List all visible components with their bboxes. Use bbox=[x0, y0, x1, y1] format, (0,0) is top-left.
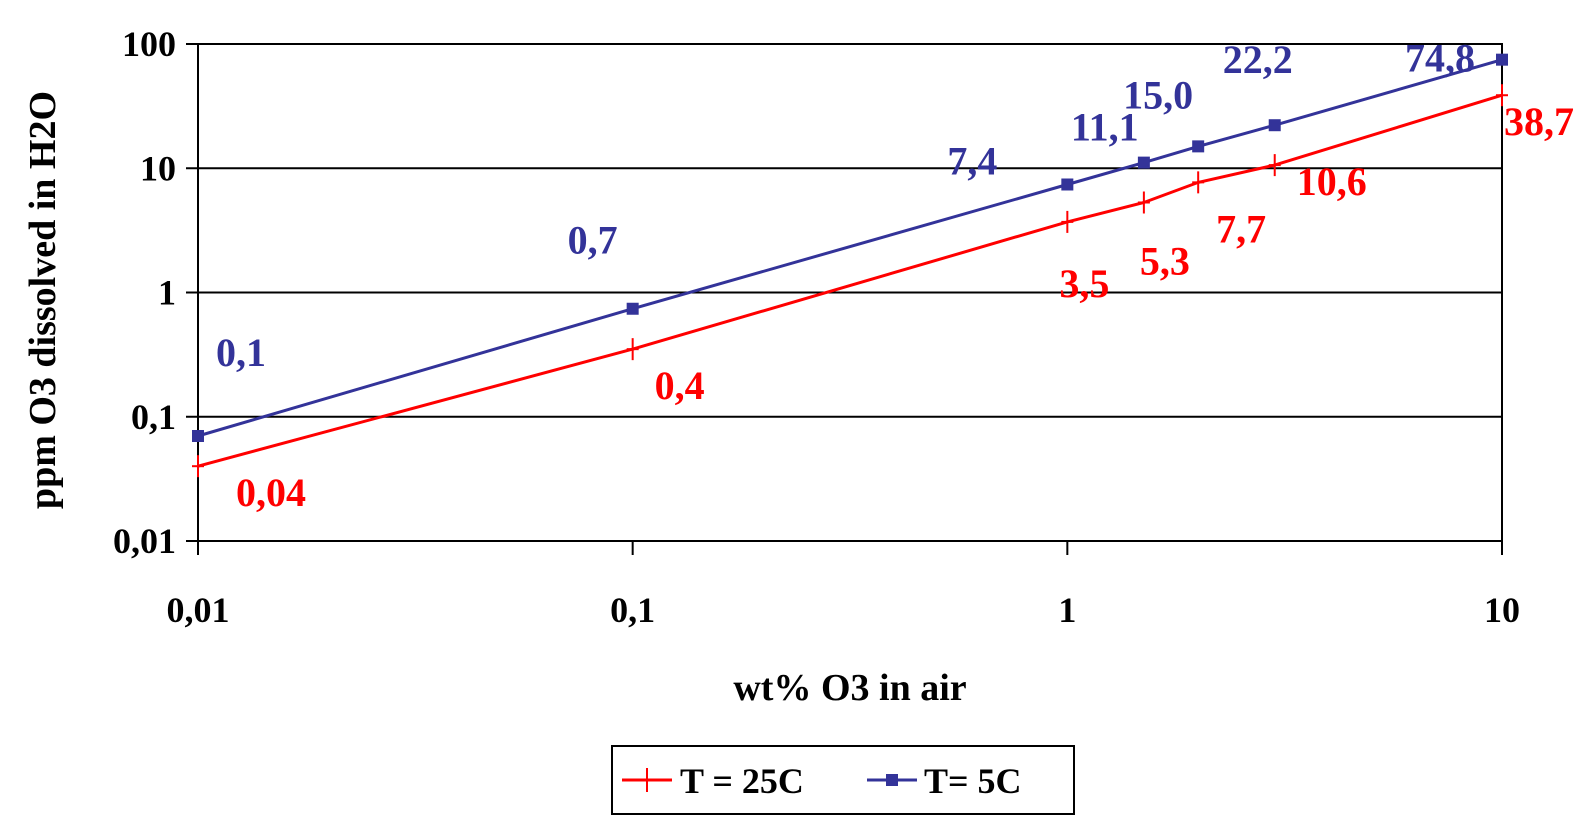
y-tick-label-1: 0,1 bbox=[131, 397, 176, 437]
x-axis-title: wt% O3 in air bbox=[733, 667, 966, 709]
series-0-point-0 bbox=[192, 455, 204, 478]
series-group bbox=[192, 53, 1508, 478]
series-1-point-3 bbox=[1137, 156, 1150, 169]
series-0-point-4 bbox=[1192, 171, 1205, 194]
data-label-s1-p1: 0,7 bbox=[568, 218, 618, 263]
legend-label-25c: T = 25C bbox=[680, 761, 804, 801]
x-tick-label-2: 1 bbox=[1058, 590, 1076, 630]
y-axis-title: ppm O3 dissolved in H2O bbox=[22, 91, 64, 509]
y-tick-label-3: 10 bbox=[140, 148, 176, 188]
series-1-point-5 bbox=[1268, 119, 1281, 132]
series-0-point-6 bbox=[1496, 84, 1508, 107]
data-label-s0-p1: 0,4 bbox=[655, 363, 705, 408]
grid-lines bbox=[198, 43, 1502, 542]
data-label-s1-p4: 15,0 bbox=[1123, 72, 1193, 117]
series-0-point-3 bbox=[1137, 191, 1150, 214]
series-line-0 bbox=[197, 93, 1503, 468]
data-label-s0-p3: 5,3 bbox=[1140, 239, 1190, 284]
series-1-point-1 bbox=[626, 302, 639, 315]
data-label-s0-p2: 3,5 bbox=[1059, 261, 1109, 306]
x-axis: 0,01 0,1 1 10 bbox=[167, 541, 1520, 630]
data-labels: 0,04 0,4 3,5 5,3 7,7 10,6 38,7 0,1 0,7 7,4 11,115,… bbox=[216, 36, 1574, 516]
data-label-s0-p6: 38,7 bbox=[1504, 99, 1574, 144]
data-label-s1-p0: 0,1 bbox=[216, 330, 266, 375]
series-1-point-0 bbox=[192, 429, 204, 442]
x-tick-label-1: 0,1 bbox=[610, 590, 655, 630]
data-label-s0-p4: 7,7 bbox=[1216, 206, 1266, 251]
x-tick-label-0: 0,01 bbox=[167, 590, 230, 630]
y-axis: 0,01 0,1 1 10 100 bbox=[113, 24, 198, 561]
series-1-point-4 bbox=[1192, 140, 1205, 153]
series-line-1 bbox=[197, 58, 1503, 438]
y-tick-label-4: 100 bbox=[122, 24, 176, 64]
series-1-point-2 bbox=[1061, 178, 1074, 191]
y-tick-label-0: 0,01 bbox=[113, 521, 176, 561]
data-label-s0-p5: 10,6 bbox=[1297, 159, 1367, 204]
series-0-point-5 bbox=[1268, 154, 1281, 177]
data-label-s1-p2: 7,4 bbox=[947, 138, 997, 183]
data-label-s1-p5: 22,2 bbox=[1223, 37, 1293, 82]
data-label-s0-p0: 0,04 bbox=[236, 470, 306, 515]
legend-box bbox=[611, 745, 1075, 815]
data-label-s1-p6: 74,8 bbox=[1405, 36, 1475, 81]
series-0-point-1 bbox=[626, 338, 639, 361]
y-tick-label-2: 1 bbox=[158, 273, 176, 313]
legend-marker-5c bbox=[886, 774, 898, 786]
series-0-point-2 bbox=[1061, 210, 1074, 233]
legend: T = 25C T= 5C bbox=[611, 745, 1075, 815]
legend-label-5c: T= 5C bbox=[924, 761, 1022, 801]
x-tick-label-3: 10 bbox=[1484, 590, 1520, 630]
series-1-point-6 bbox=[1496, 53, 1508, 66]
data-label-s1-p3: 11,1 bbox=[1071, 105, 1139, 150]
